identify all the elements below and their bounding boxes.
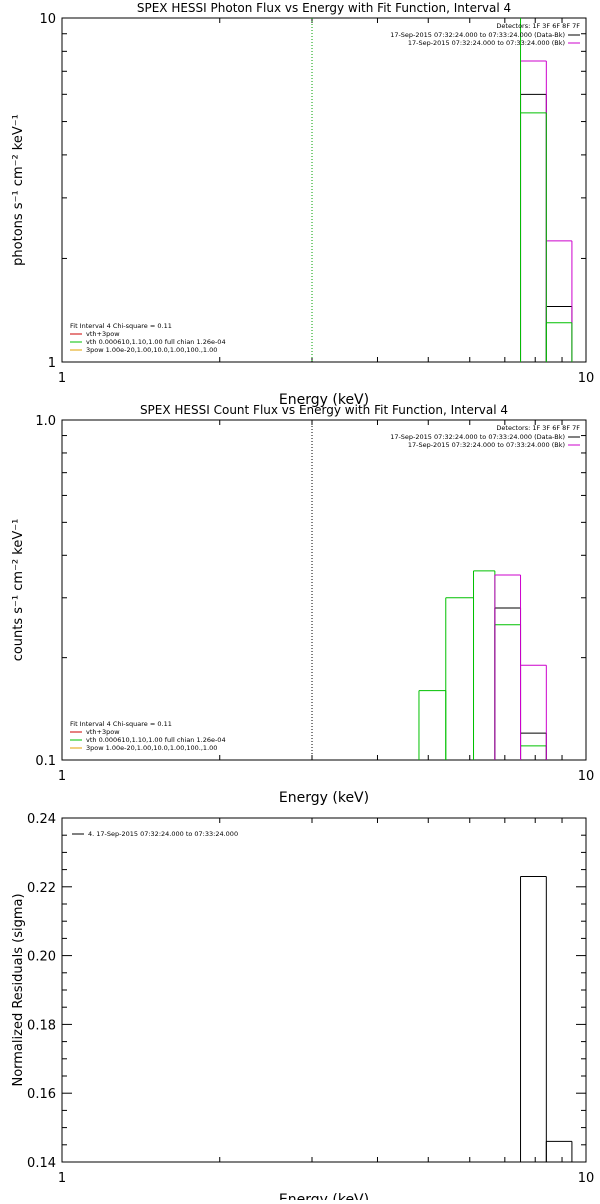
y-tick-label: 1.0 xyxy=(35,414,56,429)
y-tick-label: 0.24 xyxy=(27,812,56,827)
legend-entry: vth+3pow xyxy=(86,728,120,736)
legend-entry: 3pow 1.00e-20,1.00,10.0,1.00,100.,1.00 xyxy=(86,744,217,752)
plot-frame xyxy=(61,817,587,1163)
legend-entry: vth 0.000610,1.10,1.00 full chian 1.26e-… xyxy=(86,338,226,346)
legend-entry: vth 0.000610,1.10,1.00 full chian 1.26e-… xyxy=(86,736,226,744)
legend-header: Detectors: 1F 3F 6F 8F 7F xyxy=(496,22,580,30)
y-tick-label: 0.16 xyxy=(27,1087,56,1102)
y-tick-label: 1 xyxy=(48,356,56,371)
y-tick-label: 0.14 xyxy=(27,1156,56,1171)
x-axis-label: Energy (keV) xyxy=(279,1192,369,1200)
legend-entry: 17-Sep-2015 07:32:24.000 to 07:33:24.000… xyxy=(390,31,565,39)
legend-entry: 17-Sep-2015 07:32:24.000 to 07:33:24.000… xyxy=(408,39,565,47)
x-tick-label: 1 xyxy=(58,769,66,784)
y-tick-label: 0.18 xyxy=(27,1018,56,1033)
legend-entry: 4. 17-Sep-2015 07:32:24.000 to 07:33:24.… xyxy=(88,830,238,838)
y-tick-label: 0.1 xyxy=(35,754,56,769)
legend-header: Fit Interval 4 Chi-square = 0.11 xyxy=(70,322,172,330)
x-axis-label: Energy (keV) xyxy=(279,392,369,408)
legend-entry: 17-Sep-2015 07:32:24.000 to 07:33:24.000… xyxy=(408,441,565,449)
x-tick-label: 1 xyxy=(58,1171,66,1186)
legend-entry: 3pow 1.00e-20,1.00,10.0,1.00,100.,1.00 xyxy=(86,346,217,354)
y-tick-label: 0.20 xyxy=(27,950,56,965)
legend-entry: vth+3pow xyxy=(86,330,120,338)
x-tick-label: 10 xyxy=(578,769,595,784)
y-tick-label: 10 xyxy=(39,12,56,27)
plot-frame xyxy=(61,17,587,363)
legend-header: Detectors: 1F 3F 6F 8F 7F xyxy=(496,424,580,432)
legend-header: Fit Interval 4 Chi-square = 0.11 xyxy=(70,720,172,728)
y-axis-label: counts s⁻¹ cm⁻² keV⁻¹ xyxy=(11,519,26,662)
y-axis-label: photons s⁻¹ cm⁻² keV⁻¹ xyxy=(11,114,26,266)
chart-title: SPEX HESSI Photon Flux vs Energy with Fi… xyxy=(137,1,511,15)
y-axis-label: Normalized Residuals (sigma) xyxy=(11,893,26,1086)
x-tick-label: 1 xyxy=(58,371,66,386)
plot-frame xyxy=(61,419,587,761)
x-tick-label: 10 xyxy=(578,1171,595,1186)
x-axis-label: Energy (keV) xyxy=(279,790,369,806)
y-tick-label: 0.22 xyxy=(27,881,56,896)
chart-title: SPEX HESSI Count Flux vs Energy with Fit… xyxy=(140,403,508,417)
legend-entry: 17-Sep-2015 07:32:24.000 to 07:33:24.000… xyxy=(390,433,565,441)
x-tick-label: 10 xyxy=(578,371,595,386)
